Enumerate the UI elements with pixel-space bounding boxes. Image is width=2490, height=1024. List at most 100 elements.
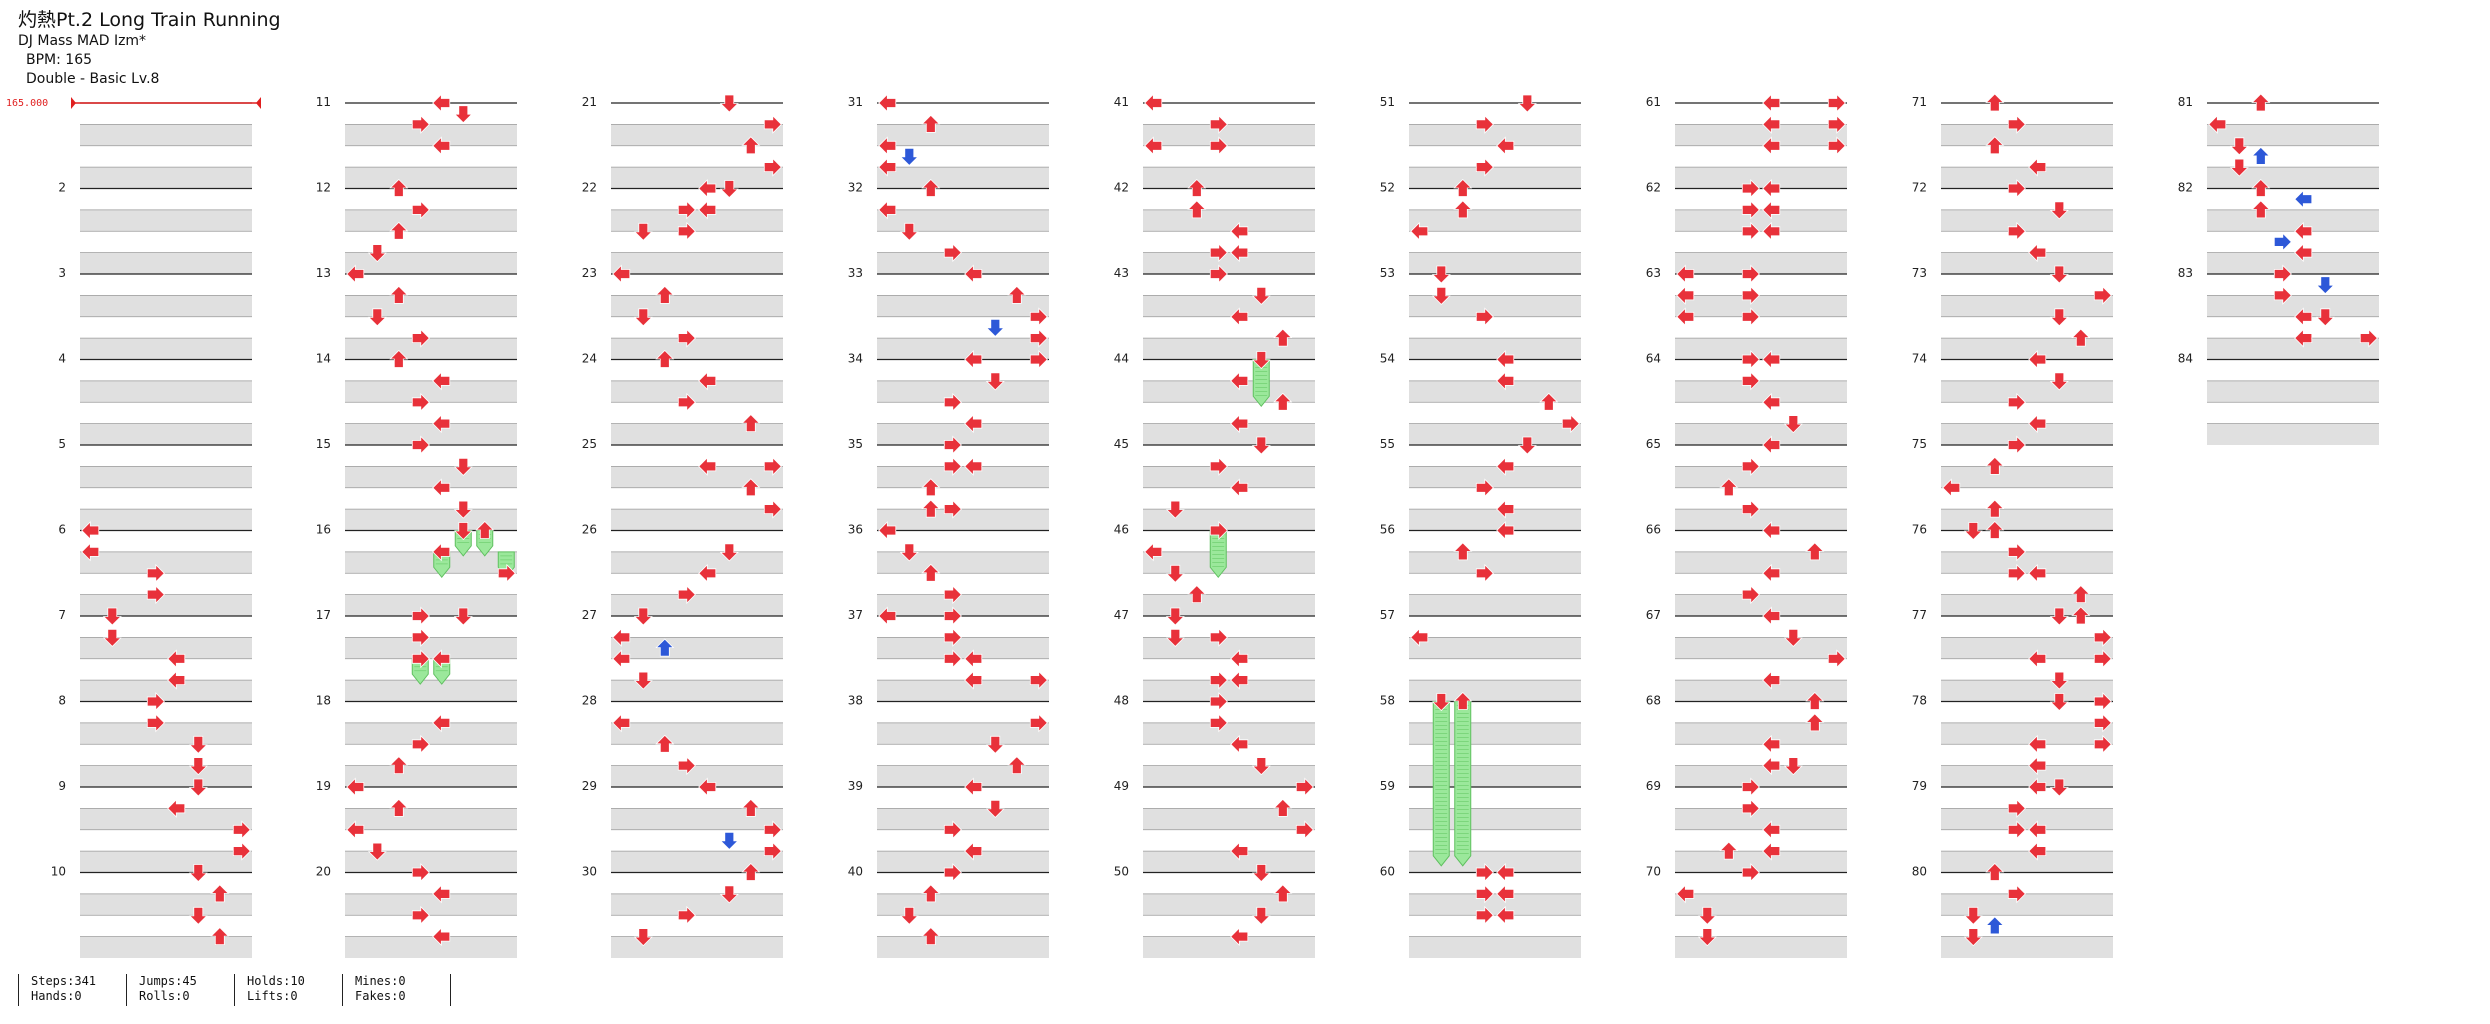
beat-row-shade	[877, 594, 1049, 616]
measure-number: 19	[316, 779, 331, 793]
measure-number: 11	[316, 95, 331, 109]
beat-row-shade	[877, 509, 1049, 531]
beat-row-shade	[1675, 851, 1847, 873]
note-arrow-red	[1762, 563, 1781, 583]
note-arrow-red	[188, 864, 208, 883]
note-arrow-red	[1431, 265, 1451, 284]
note-arrow-red	[921, 884, 941, 903]
note-arrow-red	[2251, 200, 2271, 219]
beat-row-shade	[1941, 936, 2113, 958]
note-arrow-red	[1762, 114, 1781, 134]
beat-row-shade	[1143, 124, 1315, 146]
beat-row-shade	[1675, 423, 1847, 445]
note-arrow-red	[985, 372, 1005, 391]
beat-row-shade	[611, 466, 783, 488]
note-arrow-red	[1963, 928, 1983, 947]
beat-row-shade	[1941, 124, 2113, 146]
note-arrow-red	[741, 798, 761, 817]
measure-number: 2	[58, 181, 66, 195]
note-arrow-red	[1431, 286, 1451, 305]
note-arrow-red	[432, 136, 451, 156]
beat-row-shade	[1675, 722, 1847, 745]
notes	[81, 93, 2378, 947]
beat-row-shade	[1409, 509, 1581, 531]
note-arrow-red	[1741, 371, 1760, 391]
measure-number: 26	[582, 523, 597, 537]
note-arrow-red	[1453, 200, 1473, 219]
measure-number: 79	[1912, 779, 1927, 793]
beat-row-shade	[80, 851, 252, 873]
note-arrow-red	[633, 607, 653, 626]
note-arrow-red	[1475, 157, 1494, 177]
chart-header: 灼熱Pt.2 Long Train Running DJ Mass MAD Iz…	[18, 8, 281, 89]
note-arrow-red	[453, 500, 473, 519]
note-arrow-red	[2251, 178, 2271, 197]
note-arrow-red	[1676, 285, 1695, 305]
note-arrow-red	[964, 264, 983, 284]
note-arrow-red	[1762, 734, 1781, 754]
beat-row-shade	[1143, 551, 1315, 574]
note-arrow-red	[677, 392, 696, 412]
note-arrow-red	[1209, 114, 1228, 134]
note-arrow-red	[878, 200, 897, 220]
note-arrow-red	[1144, 136, 1163, 156]
note-arrow-blue	[2315, 276, 2335, 295]
beat-row-shade	[611, 893, 783, 916]
measure-number: 75	[1912, 437, 1927, 451]
measure-number: 42	[1114, 181, 1129, 195]
beat-row-shade	[877, 808, 1049, 830]
beat-row-shade	[2207, 423, 2379, 445]
measure-number: 21	[582, 95, 597, 109]
beat-row-shade	[1409, 680, 1581, 702]
beat-row-shade	[345, 295, 517, 317]
beat-row-shade	[877, 722, 1049, 745]
note-arrow-red	[411, 627, 430, 647]
measure-number: 74	[1912, 352, 1927, 366]
measure-number: 77	[1912, 608, 1927, 622]
measure-number: 70	[1646, 865, 1661, 879]
note-arrow-red	[1453, 691, 1473, 710]
stat-jumps-rolls: Jumps:45 Rolls:0	[126, 974, 197, 1006]
beat-row-shade	[877, 124, 1049, 146]
beat-row-shade	[1409, 893, 1581, 916]
note-arrow-red	[2028, 777, 2047, 797]
note-arrow-blue	[655, 638, 675, 657]
note-arrow-red	[1029, 350, 1048, 369]
note-arrow-red	[1827, 93, 1846, 113]
note-arrow-red	[1741, 179, 1760, 198]
note-arrow-red	[1273, 798, 1293, 817]
note-arrow-red	[1762, 435, 1781, 455]
beat-row-shade	[2207, 167, 2379, 189]
beat-row-shade	[1941, 808, 2113, 830]
beat-row-shade	[1675, 509, 1847, 531]
stat-mines-fakes: Mines:0 Fakes:0	[342, 974, 406, 1006]
measure-number: 78	[1912, 694, 1927, 708]
beat-row-shade	[345, 936, 517, 958]
note-arrow-red	[1209, 627, 1228, 647]
measure-number: 57	[1380, 608, 1395, 622]
measure-number: 51	[1380, 95, 1395, 109]
note-arrow-red	[899, 543, 919, 562]
beat-row-shade	[1941, 637, 2113, 659]
beat-row-shade	[2207, 338, 2379, 360]
note-arrow-red	[453, 522, 473, 541]
note-arrow-red	[878, 93, 897, 113]
note-arrow-red	[1230, 927, 1249, 947]
beat-row-shade	[877, 338, 1049, 360]
note-arrow-red	[167, 670, 186, 690]
measure-number: 52	[1380, 181, 1395, 195]
beat-row-shade	[345, 722, 517, 745]
beat-row-shade	[611, 765, 783, 787]
beat-row-shade	[611, 680, 783, 702]
beat-row-shade	[80, 893, 252, 916]
note-arrow-red	[411, 863, 430, 882]
note-arrow-red	[719, 180, 739, 199]
beat-row-shade	[80, 594, 252, 616]
note-arrow-red	[1985, 93, 2005, 112]
beat-row-shade	[611, 380, 783, 403]
beat-row-shade	[1409, 637, 1581, 659]
beat-row-shade	[345, 167, 517, 189]
note-arrow-red	[763, 820, 782, 840]
note-arrow-red	[2315, 308, 2335, 327]
